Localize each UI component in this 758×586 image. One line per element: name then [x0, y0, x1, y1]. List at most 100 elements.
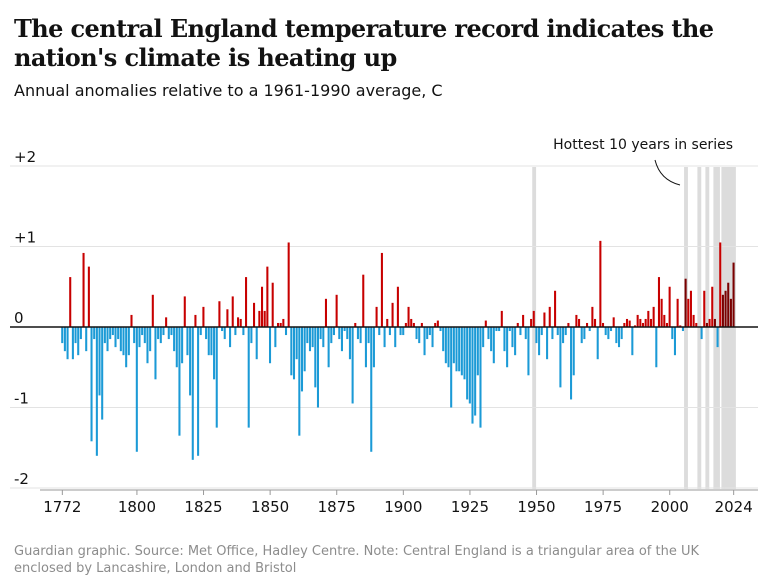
anomaly-bar: [543, 312, 546, 327]
anomaly-bar: [319, 327, 322, 340]
anomaly-bar: [631, 327, 634, 356]
anomaly-bar: [588, 327, 591, 332]
anomaly-bar: [378, 327, 381, 336]
anomaly-bar: [705, 322, 708, 327]
anomaly-bar: [221, 327, 224, 332]
anomaly-bar: [287, 242, 290, 327]
anomaly-bar: [506, 327, 509, 368]
x-tick-label: 1800: [118, 498, 156, 516]
anomaly-bar: [575, 314, 578, 327]
anomaly-bar: [346, 327, 349, 340]
anomaly-bar: [668, 286, 671, 327]
anomaly-bar: [202, 306, 205, 327]
anomaly-bar: [266, 266, 269, 327]
anomaly-bar: [354, 322, 357, 327]
anomaly-bar: [119, 327, 122, 352]
anomaly-bar: [729, 298, 732, 327]
anomaly-bar: [364, 327, 367, 368]
x-tick-label: 2000: [651, 498, 689, 516]
anomaly-bar: [82, 252, 85, 327]
anomaly-bar: [657, 277, 661, 327]
anomaly-bar: [234, 327, 237, 336]
anomaly-bar: [623, 322, 626, 327]
x-tick-label: 1900: [384, 498, 422, 516]
anomaly-bar: [141, 327, 144, 336]
anomaly-bar: [471, 327, 474, 424]
anomaly-bar: [311, 327, 314, 348]
anomaly-bar: [255, 327, 258, 360]
x-tick-label: 1850: [251, 498, 289, 516]
anomaly-bar: [703, 290, 706, 327]
anomaly-bar: [633, 325, 637, 327]
anomaly-bar: [306, 327, 309, 344]
anomaly-bar: [455, 327, 458, 372]
anomaly-bar: [538, 327, 541, 356]
anomaly-bar: [495, 327, 498, 332]
anomaly-bar: [503, 327, 506, 352]
anomaly-bar: [298, 327, 301, 436]
anomaly-bar: [532, 310, 535, 327]
anomaly-bar: [258, 310, 261, 327]
x-tick-label: 1875: [318, 498, 356, 516]
anomaly-bar: [711, 286, 714, 327]
anomaly-bar: [607, 327, 610, 340]
anomaly-bar: [617, 327, 621, 348]
anomaly-bar: [250, 327, 253, 344]
anomaly-bar: [572, 327, 575, 376]
anomaly-bar: [300, 327, 304, 392]
anomaly-bar: [546, 327, 549, 360]
anomaly-bar: [591, 306, 594, 327]
x-tick-label: 1825: [184, 498, 222, 516]
hottest-year-band: [705, 167, 710, 489]
anomaly-bar: [649, 318, 653, 327]
anomaly-bar: [98, 327, 101, 396]
anomaly-bar: [178, 327, 181, 436]
anomaly-bar: [732, 262, 735, 327]
anomaly-bar: [580, 327, 583, 344]
anomaly-bar: [175, 327, 178, 368]
anomaly-bar: [474, 327, 477, 416]
anomaly-bar: [660, 298, 663, 327]
anomaly-bar: [527, 327, 530, 376]
anomaly-bar: [418, 327, 421, 344]
anomaly-bar: [183, 296, 186, 327]
anomaly-bar: [673, 327, 676, 356]
anomaly-bar: [554, 290, 557, 327]
anomaly-bar: [434, 322, 437, 327]
anomaly-bar: [679, 325, 682, 327]
x-tick-label: 1950: [517, 498, 555, 516]
anomaly-bar: [460, 327, 463, 376]
anomaly-bar: [663, 314, 666, 327]
hottest-year-band: [684, 167, 688, 489]
anomaly-bar: [412, 322, 415, 327]
anomaly-bar: [468, 327, 471, 404]
anomaly-bar: [170, 327, 173, 336]
anomaly-bar: [356, 327, 359, 340]
anomaly-bar: [596, 327, 599, 360]
hottest-year-band: [724, 167, 728, 489]
anomaly-bar: [335, 294, 338, 327]
anomaly-bar: [404, 322, 407, 327]
anomaly-bar: [426, 327, 429, 340]
anomaly-bar: [69, 277, 72, 327]
anomaly-bar: [130, 314, 133, 327]
hottest-year-band: [729, 167, 734, 489]
anomaly-bar: [66, 327, 69, 360]
anomaly-bar: [514, 327, 517, 356]
anomaly-bar: [578, 318, 581, 327]
anomaly-bar: [237, 317, 240, 327]
anomaly-bar: [482, 327, 485, 348]
anomaly-bar: [716, 327, 719, 348]
anomaly-bar: [609, 327, 613, 332]
y-tick-label: 0: [14, 309, 24, 327]
anomaly-bar: [79, 327, 82, 340]
anomaly-bar: [359, 327, 362, 344]
anomaly-bar: [290, 327, 293, 376]
y-tick-label: +2: [14, 148, 36, 166]
anomaly-bar: [268, 327, 272, 364]
anomaly-bar: [85, 327, 88, 352]
temperature-anomaly-chart: +2 +1 0 -1 -2 1772 1800 1825 1850 1875 1900 1925 19…: [10, 137, 758, 516]
anomaly-bar: [436, 320, 439, 327]
anomaly-bar: [276, 322, 280, 327]
anomaly-bar: [122, 327, 125, 356]
